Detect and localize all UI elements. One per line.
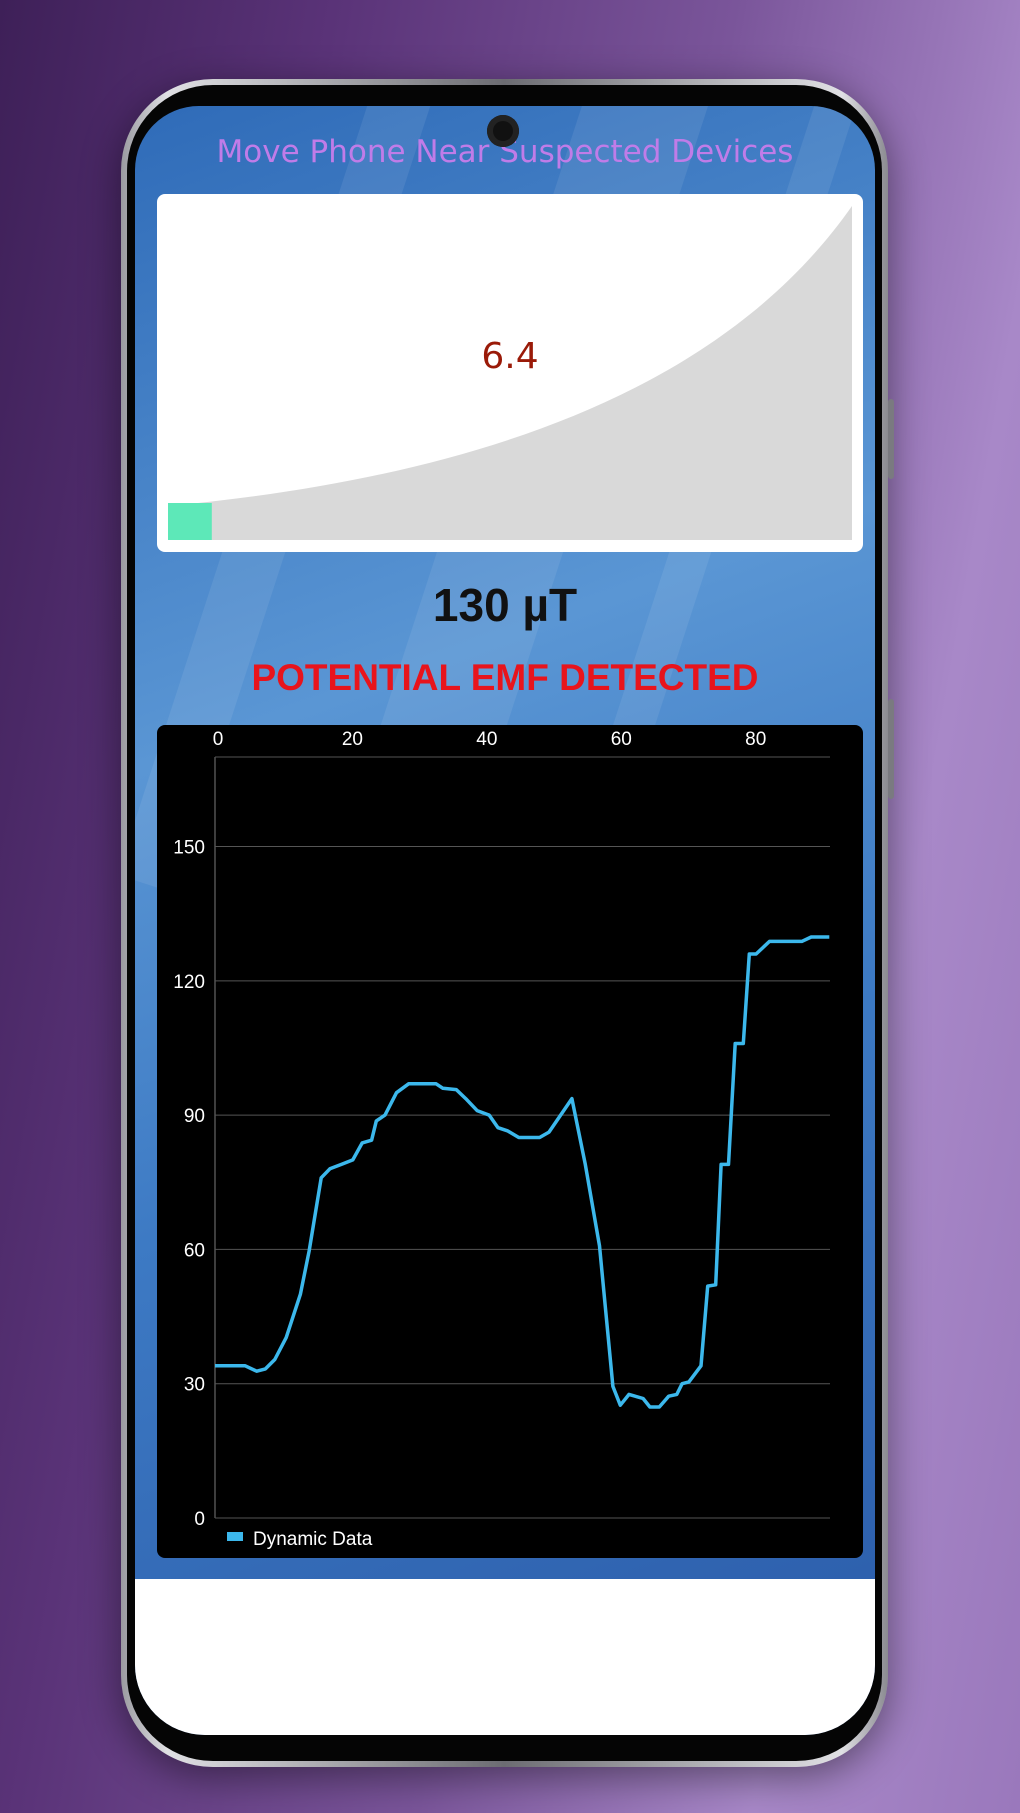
x-tick-label: 40 (476, 729, 497, 750)
detection-status: POTENTIAL EMF DETECTED (251, 657, 759, 698)
gauge-fill (168, 503, 212, 540)
x-tick-label: 80 (745, 729, 766, 750)
y-tick-label: 30 (184, 1375, 205, 1396)
x-tick-label: 20 (342, 729, 363, 750)
emf-chart: 0 30 60 90 120 150 0 20 40 60 80 Dynamic Data (157, 725, 863, 1558)
x-tick-label: 60 (611, 729, 632, 750)
power-button (888, 699, 894, 799)
x-tick-label: 0 (213, 729, 224, 750)
emf-gauge: 6.4 (157, 194, 863, 552)
line-chart: 0 30 60 90 120 150 0 20 40 60 80 Dynamic Data (173, 729, 830, 1550)
gauge-track (168, 206, 852, 540)
volume-button (888, 399, 894, 479)
y-tick-label: 120 (173, 972, 205, 993)
y-tick-label: 60 (184, 1240, 205, 1261)
y-tick-label: 0 (194, 1509, 205, 1530)
front-camera (487, 115, 519, 147)
legend-swatch (227, 1532, 243, 1541)
bottom-panel (135, 1579, 875, 1735)
legend-label: Dynamic Data (253, 1529, 373, 1550)
gauge-graphic (168, 206, 852, 540)
y-tick-label: 90 (184, 1106, 205, 1127)
y-tick-label: 150 (173, 838, 205, 859)
series-line-dynamic-data (215, 935, 830, 1409)
emf-reading: 130 µT (432, 579, 578, 631)
gauge-value: 6.4 (481, 336, 539, 377)
